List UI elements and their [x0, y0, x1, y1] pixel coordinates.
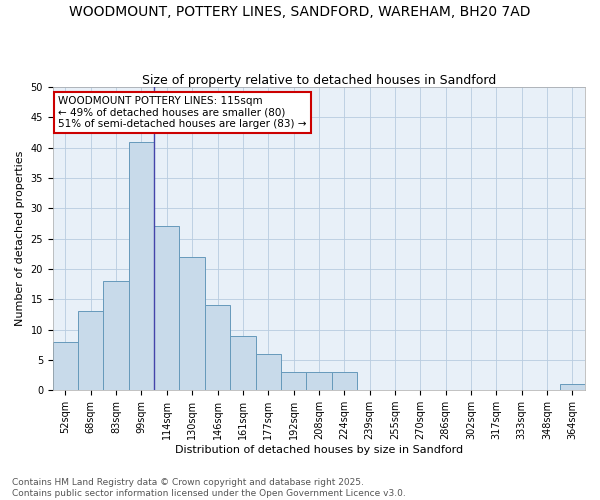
Bar — [306, 372, 332, 390]
Bar — [53, 342, 78, 390]
Bar — [103, 281, 129, 390]
Text: WOODMOUNT POTTERY LINES: 115sqm
← 49% of detached houses are smaller (80)
51% of: WOODMOUNT POTTERY LINES: 115sqm ← 49% of… — [58, 96, 307, 130]
Bar — [154, 226, 179, 390]
Bar — [332, 372, 357, 390]
Text: Contains HM Land Registry data © Crown copyright and database right 2025.
Contai: Contains HM Land Registry data © Crown c… — [12, 478, 406, 498]
Bar — [230, 336, 256, 390]
Bar — [78, 312, 103, 390]
Text: WOODMOUNT, POTTERY LINES, SANDFORD, WAREHAM, BH20 7AD: WOODMOUNT, POTTERY LINES, SANDFORD, WARE… — [69, 5, 531, 19]
Bar — [205, 306, 230, 390]
X-axis label: Distribution of detached houses by size in Sandford: Distribution of detached houses by size … — [175, 445, 463, 455]
Bar — [179, 257, 205, 390]
Y-axis label: Number of detached properties: Number of detached properties — [15, 151, 25, 326]
Title: Size of property relative to detached houses in Sandford: Size of property relative to detached ho… — [142, 74, 496, 87]
Bar — [129, 142, 154, 390]
Bar — [256, 354, 281, 390]
Bar — [281, 372, 306, 390]
Bar — [560, 384, 585, 390]
